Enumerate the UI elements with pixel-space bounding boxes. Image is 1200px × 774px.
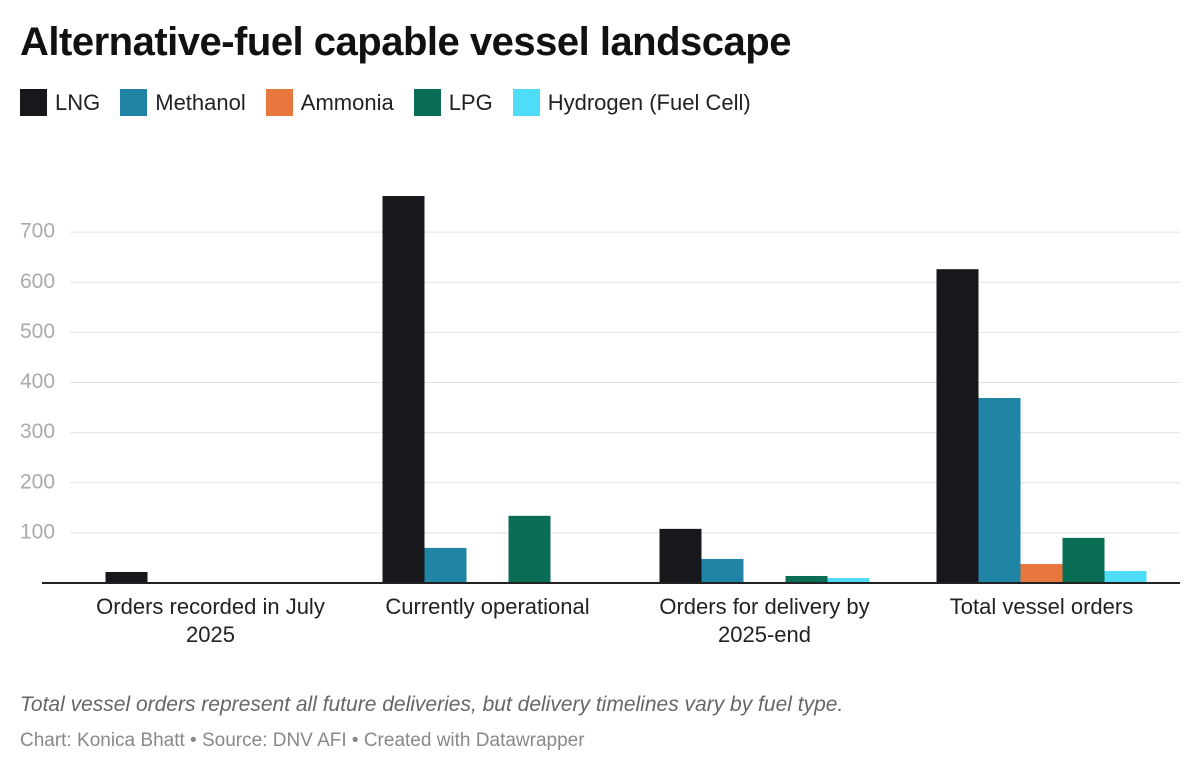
x-tick-label: Orders for delivery by 2025-end	[659, 594, 870, 647]
bar	[936, 269, 979, 583]
legend-swatch	[265, 89, 293, 116]
bar	[105, 571, 148, 583]
bar	[508, 515, 551, 583]
legend-swatch	[413, 89, 441, 116]
x-tick-label: Currently operational	[385, 594, 590, 619]
legend: LNG Methanol Ammonia LPG Hydrogen (Fuel Cell…	[20, 89, 751, 116]
bar	[659, 528, 702, 583]
y-tick-label: 100	[20, 520, 55, 543]
x-tick-label: Total vessel orders	[949, 594, 1134, 619]
credit: Chart: Konica Bhatt • Source: DNV AFI • …	[20, 730, 585, 751]
legend-label: Methanol	[155, 89, 246, 115]
bar	[1104, 570, 1147, 583]
legend-label: Hydrogen (Fuel Cell)	[547, 89, 751, 115]
chart-title: Alternative-fuel capable vessel landscap…	[20, 20, 791, 64]
y-tick-label: 600	[20, 270, 55, 293]
legend-swatch	[120, 89, 148, 116]
legend-swatch	[512, 89, 540, 116]
bar	[1062, 537, 1105, 583]
legend-label: LPG	[448, 89, 493, 115]
bar	[978, 398, 1021, 583]
bar	[701, 558, 744, 583]
bar	[382, 196, 425, 583]
y-tick-label: 300	[20, 420, 55, 443]
legend-item: Methanol	[120, 89, 246, 116]
x-tick-label: Orders recorded in July 2025	[96, 594, 325, 647]
y-tick-label: 700	[20, 220, 55, 243]
legend-label: Ammonia	[300, 89, 394, 115]
legend-swatch	[20, 89, 47, 116]
legend-item: LNG	[20, 89, 100, 116]
legend-item: LPG	[413, 89, 493, 116]
note: Total vessel orders represent all future…	[20, 693, 844, 716]
bar	[785, 575, 828, 583]
bar	[1020, 563, 1063, 583]
bar	[827, 577, 870, 583]
y-tick-label: 500	[20, 320, 55, 343]
legend-item: Ammonia	[265, 89, 394, 116]
legend-label: LNG	[55, 89, 101, 115]
bar	[424, 547, 467, 583]
legend-item: Hydrogen (Fuel Cell)	[512, 89, 751, 116]
y-tick-label: 200	[20, 470, 55, 493]
y-tick-label: 400	[20, 370, 55, 393]
